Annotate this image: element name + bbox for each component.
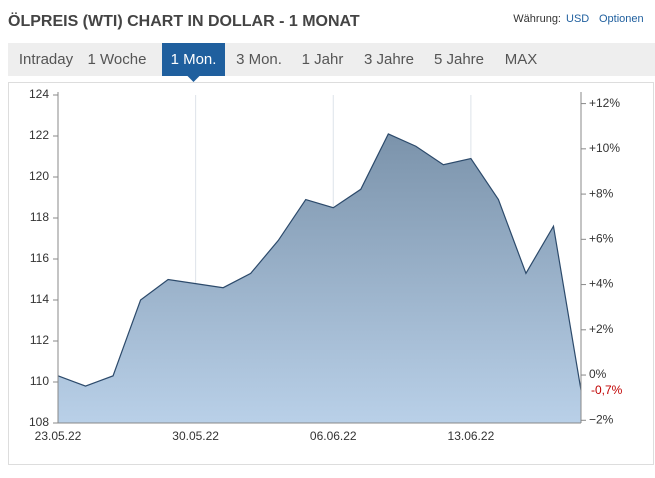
y-tick-label: 114 (30, 292, 49, 306)
currency-label: Währung: (513, 13, 561, 25)
line (57, 133, 582, 391)
y-tick-label: 116 (30, 251, 49, 265)
y2-tick-label: +2% (589, 322, 614, 336)
last-change-label: -0,7% (591, 383, 623, 397)
x-tick-label: 13.06.22 (448, 429, 495, 443)
y-tick-label: 112 (30, 333, 49, 347)
area (58, 133, 581, 423)
y-tick-label: 110 (30, 374, 49, 388)
y-tick-label: 122 (29, 128, 49, 142)
y2-tick-label: +8% (589, 186, 614, 200)
y-tick-label: 108 (29, 415, 49, 429)
x-tick-label: 06.06.22 (310, 429, 357, 443)
y-tick-label: 120 (29, 169, 49, 183)
tab[interactable]: 3 Mon. (236, 51, 282, 68)
tab-bar (8, 43, 655, 76)
tab[interactable]: 1 Jahr (302, 51, 344, 68)
tab[interactable]: Intraday (19, 51, 74, 68)
y2-tick-label: +12% (589, 96, 620, 110)
title: ÖLPREIS (WTI) CHART IN DOLLAR - 1 MONAT (8, 11, 360, 30)
y2-tick-label: +6% (589, 231, 614, 245)
tab[interactable]: MAX (505, 51, 538, 68)
currency[interactable]: USD (566, 13, 589, 25)
active-tab (162, 43, 225, 76)
options[interactable]: Optionen (599, 13, 644, 25)
tab-pointer (187, 76, 200, 82)
y2-tick-label: +10% (589, 141, 620, 155)
y2-tick-label: +4% (589, 277, 614, 291)
x-tick-label: 30.05.22 (172, 429, 219, 443)
tab[interactable]: 1 Woche (88, 51, 147, 68)
tab[interactable]: 5 Jahre (434, 51, 484, 68)
y-tick-label: 118 (30, 210, 49, 224)
tab[interactable]: 1 Mon. (171, 51, 217, 68)
y2-tick-label: −2% (589, 412, 614, 426)
x-tick-label: 23.05.22 (35, 429, 82, 443)
tab[interactable]: 3 Jahre (364, 51, 414, 68)
y2-tick-label: 0% (589, 367, 607, 381)
y-tick-label: 124 (29, 87, 49, 101)
